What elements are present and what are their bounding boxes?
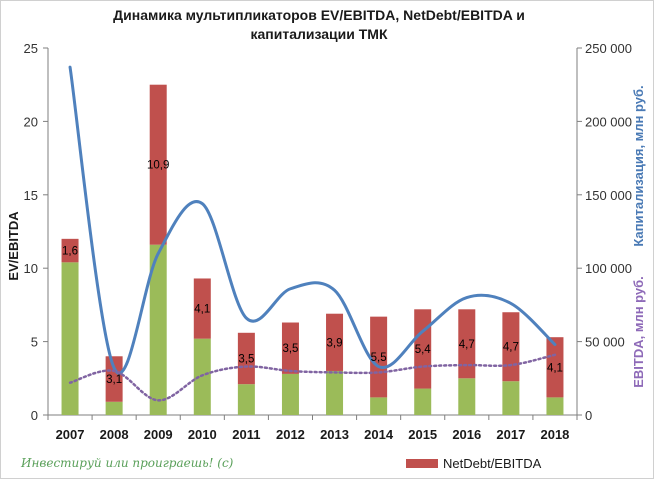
y-axis-right-label-capitalization: Капитализация, млн руб. xyxy=(631,85,646,246)
y-axis-right-label-ebitda: EBITDA, млн руб. xyxy=(631,276,646,388)
x-tick-label: 2018 xyxy=(540,427,569,442)
bar-netdebt-segment xyxy=(105,356,123,402)
x-tick-label: 2011 xyxy=(232,427,260,442)
bar-netdebt-segment xyxy=(370,316,388,398)
chart-title-line-1: Динамика мультипликаторов EV/EBITDA, Net… xyxy=(113,7,525,23)
bar-netdebt-label: 3,5 xyxy=(282,343,298,355)
bar-base-segment xyxy=(281,373,299,415)
bar-netdebt-segment xyxy=(193,278,211,339)
bars-group xyxy=(61,84,564,415)
left-tick-label: 10 xyxy=(24,261,38,276)
bar-base-segment xyxy=(546,397,564,415)
bar-netdebt-segment xyxy=(458,309,476,379)
bar-netdebt-segment xyxy=(237,332,255,385)
bar-netdebt-label: 3,1 xyxy=(106,374,122,386)
right-tick-label: 200 000 xyxy=(585,114,632,129)
right-tick-label: 0 xyxy=(585,408,592,423)
x-tick-label: 2014 xyxy=(364,427,394,442)
x-tick-label: 2015 xyxy=(408,427,437,442)
left-tick-label: 15 xyxy=(24,188,38,203)
x-tick-label: 2017 xyxy=(496,427,525,442)
ebitda-line xyxy=(68,353,557,402)
bar-netdebt-label: 5,5 xyxy=(371,352,387,364)
right-tick-label: 100 000 xyxy=(585,261,632,276)
legend-label-netdebt: NetDebt/EBITDA xyxy=(443,456,542,471)
left-tick-label: 5 xyxy=(31,335,38,350)
x-axis-ticks: 2007 2008 2009 2010 2011 2012 2013 2014 2015 2016… xyxy=(47,415,578,442)
right-tick-label: 50 000 xyxy=(585,335,625,350)
bar-netdebt-label: 10,9 xyxy=(147,160,169,172)
right-axis-ticks: 0 50 000 100 000 150 000 200 000 250 000 xyxy=(577,41,632,423)
bar-base-segment xyxy=(149,244,167,415)
bar-netdebt-label: 4,7 xyxy=(503,342,519,354)
capitalization-line xyxy=(68,65,557,375)
bar-base-segment xyxy=(105,401,123,415)
bar-netdebt-label: 4,7 xyxy=(459,339,475,351)
bar-netdebt-label: 5,4 xyxy=(415,344,432,356)
right-tick-label: 150 000 xyxy=(585,188,632,203)
x-tick-label: 2007 xyxy=(56,427,85,442)
bar-netdebt-segment xyxy=(281,322,299,374)
bar-netdebt-label: 4,1 xyxy=(547,362,563,374)
bar-base-segment xyxy=(61,262,79,415)
left-tick-label: 20 xyxy=(24,114,38,129)
x-tick-label: 2012 xyxy=(276,427,305,442)
x-tick-label: 2009 xyxy=(144,427,173,442)
left-tick-label: 25 xyxy=(24,41,38,56)
bar-base-segment xyxy=(326,370,344,415)
bar-base-segment xyxy=(502,381,520,415)
bar-netdebt-label: 4,1 xyxy=(194,304,210,316)
bar-netdebt-segment xyxy=(149,84,167,245)
bar-base-segment xyxy=(237,384,255,415)
x-tick-label: 2008 xyxy=(100,427,129,442)
lines-group xyxy=(68,65,557,402)
bar-base-segment xyxy=(458,378,476,415)
bar-netdebt-label: 3,5 xyxy=(238,353,254,365)
bar-labels-group: 1,6 3,1 10,9 4,1 3,5 3,5 3,9 5,5 5,4 4,7 4,7 4,1 xyxy=(62,160,563,386)
x-tick-label: 2016 xyxy=(452,427,481,442)
bar-netdebt-segment xyxy=(546,337,564,398)
x-tick-label: 2013 xyxy=(320,427,349,442)
bar-netdebt-label: 3,9 xyxy=(327,337,343,349)
bar-netdebt-segment xyxy=(61,238,79,263)
bar-base-segment xyxy=(193,338,211,415)
left-axis-ticks: 0 5 10 15 20 25 xyxy=(24,41,48,423)
legend-swatch-netdebt xyxy=(406,459,438,468)
right-tick-label: 250 000 xyxy=(585,41,632,56)
bar-base-segment xyxy=(414,388,432,415)
watermark-text: Инвестируй или проиграешь! (с) xyxy=(20,456,234,470)
chart-title-line-2: капитализации ТМК xyxy=(250,26,387,42)
y-axis-left-label: EV/EBITDA xyxy=(6,211,21,281)
bar-netdebt-segment xyxy=(326,313,344,371)
bar-base-segment xyxy=(370,397,388,415)
left-tick-label: 0 xyxy=(31,408,38,423)
bar-netdebt-label: 1,6 xyxy=(62,246,78,258)
x-tick-label: 2010 xyxy=(188,427,217,442)
